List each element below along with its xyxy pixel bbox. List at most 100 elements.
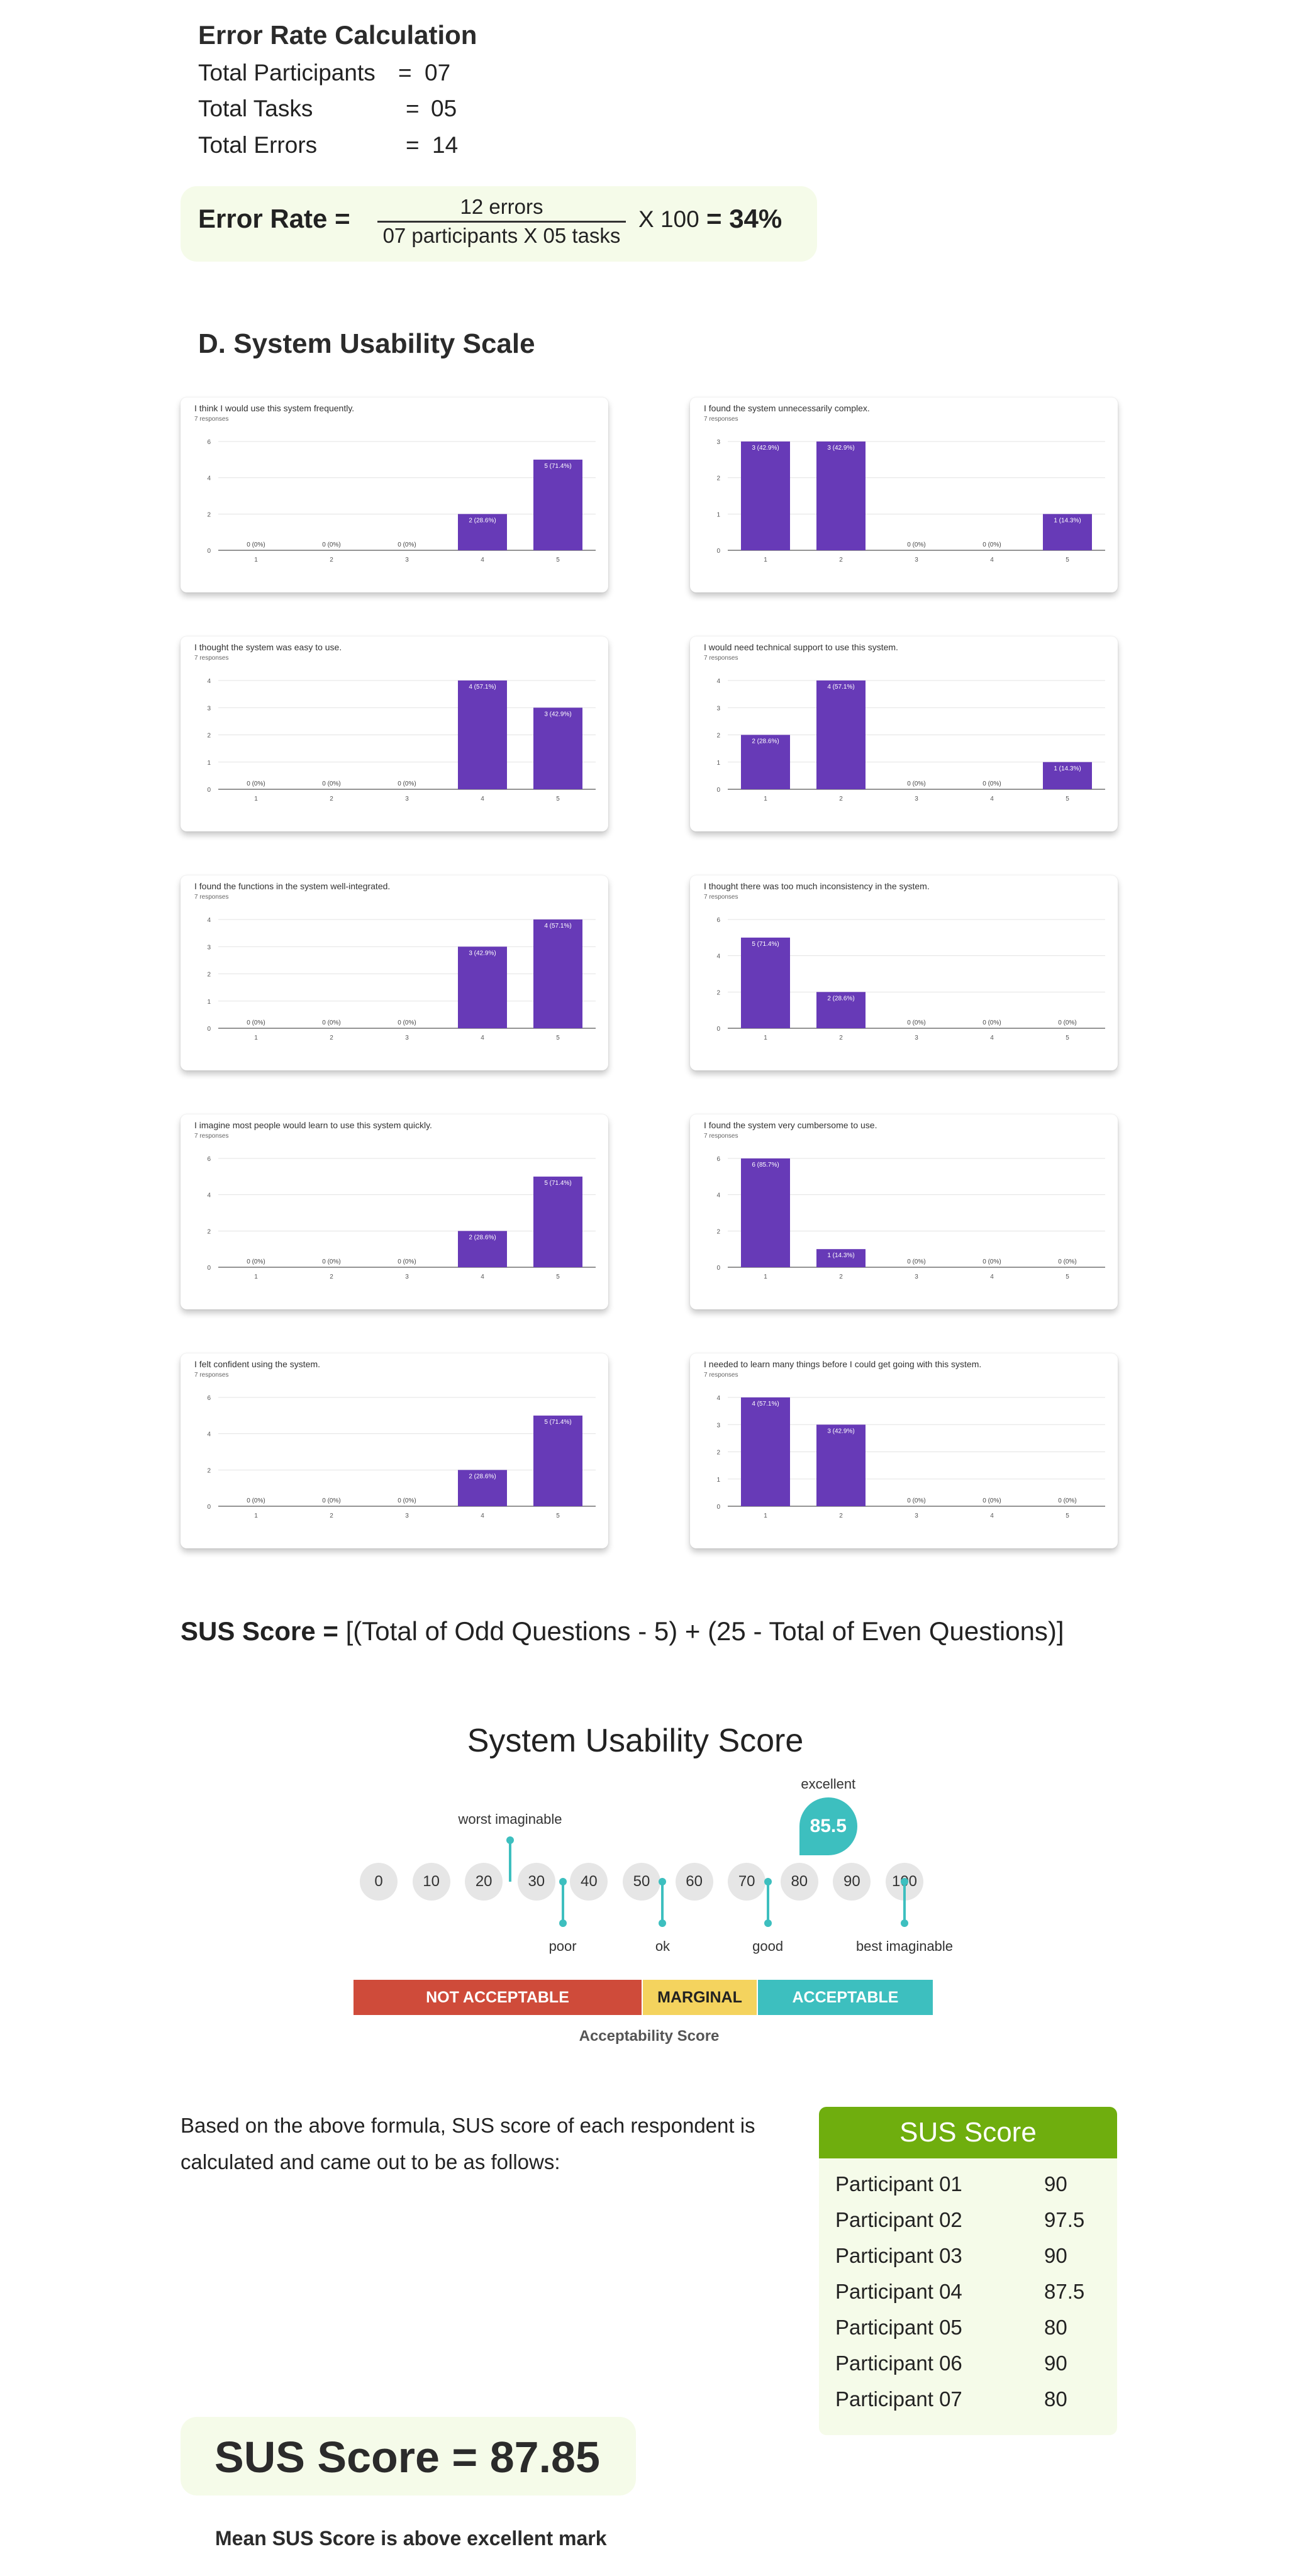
chart-title: I found the system very cumbersome to us… — [704, 1120, 877, 1130]
sus-section-heading: D. System Usability Scale — [198, 328, 535, 359]
tasks-value: 05 — [431, 96, 457, 121]
x-tick-label: 5 — [556, 796, 560, 802]
bar — [741, 441, 790, 550]
gauge-dot — [901, 1878, 908, 1885]
chart-card: I found the system very cumbersome to us… — [690, 1114, 1118, 1309]
participant-score: 90 — [1044, 2172, 1067, 2196]
gauge-dot — [559, 1878, 567, 1885]
fraction-line — [377, 221, 626, 223]
chart-card: I imagine most people would learn to use… — [181, 1114, 608, 1309]
data-label: 0 (0%) — [322, 1497, 340, 1504]
error-rate-heading: Error Rate Calculation — [198, 20, 477, 50]
data-label: 2 (28.6%) — [469, 1234, 496, 1241]
chart-card: I think I would use this system frequent… — [181, 397, 608, 592]
data-label: 0 (0%) — [982, 541, 1001, 548]
chart-title: I found the system unnecessarily complex… — [704, 403, 870, 413]
data-label: 0 (0%) — [982, 1019, 1001, 1026]
x-tick-label: 1 — [254, 796, 258, 802]
x-tick-label: 5 — [1066, 1513, 1069, 1519]
x-tick-label: 4 — [481, 1035, 484, 1041]
data-label: 2 (28.6%) — [469, 1473, 496, 1480]
x-tick-label: 3 — [915, 1035, 918, 1041]
x-tick-label: 2 — [330, 1274, 333, 1280]
data-label: 0 (0%) — [247, 780, 265, 787]
x-tick-label: 1 — [764, 557, 767, 564]
x-tick-label: 1 — [254, 1035, 258, 1041]
bar — [816, 441, 866, 550]
y-tick-label: 4 — [207, 1431, 211, 1438]
chart-subtitle: 7 responses — [194, 1133, 228, 1140]
x-tick-label: 1 — [764, 1035, 767, 1041]
x-tick-label: 5 — [1066, 557, 1069, 564]
label-good: good — [752, 1938, 784, 1954]
error-denominator: 07 participants X 05 tasks — [382, 224, 621, 247]
gauge-tick: 20 — [465, 1863, 503, 1901]
x-tick-label: 1 — [254, 1513, 258, 1519]
bar — [1043, 514, 1092, 550]
x-tick-label: 5 — [1066, 796, 1069, 802]
y-tick-label: 0 — [716, 787, 720, 794]
table-row: Participant 03 90 — [819, 2244, 1117, 2279]
x-tick-label: 4 — [990, 796, 994, 802]
data-label: 4 (57.1%) — [827, 684, 854, 691]
bar-chart: I think I would use this system frequent… — [194, 403, 596, 564]
y-tick-label: 0 — [207, 548, 211, 555]
chart-subtitle: 7 responses — [194, 1372, 228, 1379]
y-tick-label: 2 — [207, 1228, 211, 1235]
y-tick-label: 4 — [716, 953, 720, 960]
y-tick-label: 4 — [207, 678, 211, 685]
data-label: 0 (0%) — [1058, 1258, 1076, 1265]
y-tick-label: 0 — [207, 1265, 211, 1272]
acceptability-band: ACCEPTABLE — [758, 1980, 933, 2015]
x-tick-label: 3 — [915, 557, 918, 564]
y-tick-label: 4 — [716, 1192, 720, 1199]
gauge-tick: 50 — [623, 1863, 660, 1901]
sus-formula: SUS Score = [(Total of Odd Questions - 5… — [181, 1616, 1064, 1646]
acceptability-band: NOT ACCEPTABLE — [353, 1980, 642, 2015]
x-tick-label: 3 — [405, 1274, 409, 1280]
data-label: 4 (57.1%) — [469, 684, 496, 691]
y-tick-label: 3 — [207, 705, 211, 712]
gauge-stem — [766, 1882, 769, 1923]
data-label: 3 (42.9%) — [827, 445, 854, 452]
y-tick-label: 0 — [207, 1026, 211, 1033]
gauge-tick: 60 — [675, 1863, 713, 1901]
data-label: 3 (42.9%) — [752, 445, 779, 452]
gauge-tick: 80 — [780, 1863, 818, 1901]
y-tick-label: 3 — [716, 705, 720, 712]
gauge-dot — [764, 1878, 772, 1885]
data-label: 0 (0%) — [322, 541, 340, 548]
data-label: 5 (71.4%) — [544, 463, 571, 470]
participant-name: Participant 01 — [835, 2172, 962, 2196]
y-tick-label: 4 — [716, 1395, 720, 1402]
data-label: 3 (42.9%) — [827, 1428, 854, 1435]
chart-title: I would need technical support to use th… — [704, 642, 898, 652]
chart-card: I felt confident using the system. 7 resp… — [181, 1353, 608, 1548]
participant-score: 87.5 — [1044, 2280, 1085, 2303]
x-tick-label: 2 — [330, 557, 333, 564]
gauge-tick: 40 — [570, 1863, 608, 1901]
chart-title: I thought the system was easy to use. — [194, 642, 342, 652]
bar — [458, 680, 507, 789]
error-numerator: 12 errors — [460, 195, 543, 218]
data-label: 4 (57.1%) — [544, 923, 571, 930]
x-tick-label: 1 — [764, 796, 767, 802]
chart-subtitle: 7 responses — [194, 655, 228, 662]
chart-card: I thought the system was easy to use. 7 r… — [181, 636, 608, 831]
y-tick-label: 3 — [716, 439, 720, 446]
formula-label: SUS Score = — [181, 1616, 338, 1646]
y-tick-label: 1 — [716, 511, 720, 518]
data-label: 3 (42.9%) — [469, 950, 496, 957]
data-label: 1 (14.3%) — [1054, 517, 1081, 524]
data-label: 6 (85.7%) — [752, 1162, 779, 1169]
data-label: 0 (0%) — [247, 1497, 265, 1504]
participant-name: Participant 03 — [835, 2244, 962, 2267]
table-row: Participant 06 90 — [819, 2351, 1117, 2387]
x-tick-label: 4 — [990, 557, 994, 564]
x-tick-label: 2 — [839, 1274, 843, 1280]
chart-card: I would need technical support to use th… — [690, 636, 1118, 831]
bar-chart: I found the system unnecessarily complex… — [704, 403, 1105, 564]
y-tick-label: 6 — [207, 1156, 211, 1163]
y-tick-label: 4 — [207, 475, 211, 482]
y-tick-label: 1 — [716, 760, 720, 767]
